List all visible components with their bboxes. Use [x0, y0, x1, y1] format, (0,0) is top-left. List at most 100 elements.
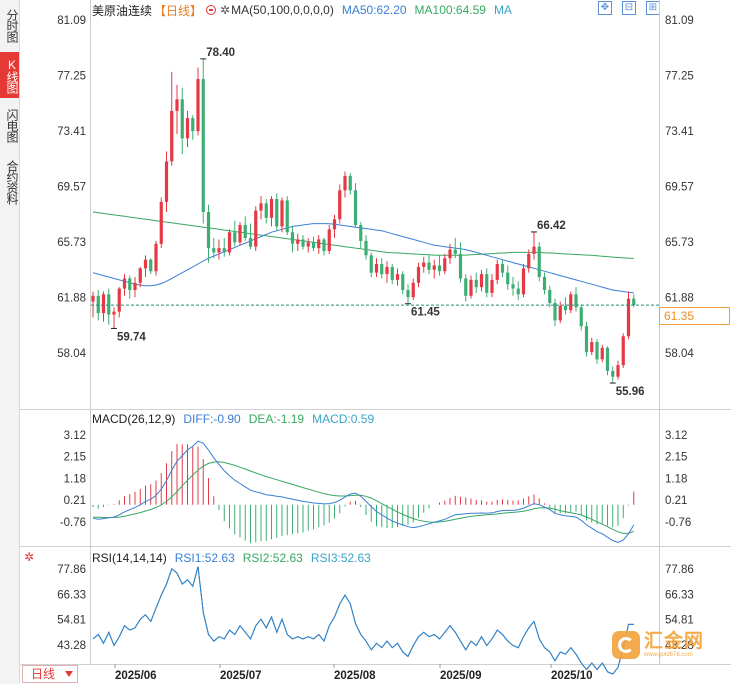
macd-tick-right: 1.18 [665, 473, 687, 485]
candle-body [159, 201, 163, 244]
logo-text: 汇金网 [644, 630, 705, 652]
candle-body [175, 99, 179, 111]
candle-body [495, 264, 499, 280]
candle-body [191, 118, 195, 132]
macd-tick-right: 3.12 [665, 430, 687, 442]
price-tick-right: 65.73 [665, 237, 694, 249]
rsi-line [92, 566, 634, 675]
macd-tick-left: 3.12 [64, 430, 86, 442]
zoom-out-icon[interactable]: ⊟ [622, 1, 636, 15]
candle-body [227, 232, 232, 253]
candle-body [201, 79, 205, 212]
candle-body [285, 200, 289, 233]
candle-body [117, 288, 121, 312]
rsi2-value: RSI2:52.63 [242, 551, 303, 565]
candle-body [427, 262, 431, 270]
candle-body [327, 229, 331, 252]
candle-body [338, 190, 342, 220]
candle-body [490, 279, 494, 293]
rsi-settings-icon[interactable]: ✲ [24, 550, 35, 564]
tab-intraday[interactable]: 分时图 [5, 8, 19, 42]
candle-body [317, 239, 321, 249]
candle-body [238, 225, 242, 243]
candle-body [133, 282, 137, 291]
candle-body [474, 279, 478, 288]
candle-body [296, 239, 300, 244]
rsi-line [92, 566, 634, 675]
candle-body [437, 265, 442, 272]
candle-body [206, 211, 211, 249]
macd-tick-right: -0.76 [665, 517, 691, 529]
macd-tick-left: 0.21 [64, 495, 86, 507]
rsi-header: RSI(14,14,14) RSI1:52.63 RSI2:52.63 RSI3… [92, 551, 371, 565]
candle-body [411, 282, 415, 298]
tab-kline[interactable]: K线图 [0, 52, 19, 98]
tab-flash[interactable]: 闪电图 [5, 108, 19, 142]
move-icon[interactable]: ✥ [598, 1, 612, 15]
candle-body [290, 232, 295, 244]
candle-body [448, 249, 452, 259]
candle-body [364, 240, 368, 256]
gear-icon[interactable]: ✲ [220, 3, 231, 17]
macd-dea-line [92, 461, 634, 534]
price-tick-left: 61.88 [57, 293, 86, 305]
macd-header: MACD(26,12,9) DIFF:-0.90 DEA:-1.19 MACD:… [92, 412, 374, 426]
price-tick-right: 58.04 [665, 348, 694, 360]
rsi3-value: RSI3:52.63 [310, 551, 371, 565]
minus-circle-icon[interactable] [206, 5, 217, 15]
macd-dea-value: DEA:-1.19 [248, 412, 305, 426]
candle-body [521, 268, 526, 295]
candle-body [590, 342, 594, 353]
ma50-value: MA50:62.20 [341, 3, 407, 17]
macd-bar-value: MACD:0.59 [312, 412, 375, 426]
extreme-label: 55.96 [616, 386, 645, 398]
macd-diff-line [92, 440, 635, 543]
candle-body [464, 278, 468, 296]
period-label[interactable]: 【日线】 [154, 3, 203, 18]
candle-body [558, 305, 562, 321]
candle-body [154, 243, 158, 272]
logo-url: www.gold678.com [644, 651, 693, 658]
period-dropdown-label: 日线 [31, 667, 56, 681]
date-tick-label: 2025/09 [440, 670, 482, 682]
candle-body [212, 248, 216, 253]
candle-body [574, 294, 578, 308]
candle-body [259, 203, 263, 211]
candle-body [306, 242, 310, 247]
candle-body [112, 311, 116, 315]
candle-body [233, 232, 237, 243]
date-tick-label: 2025/08 [334, 670, 376, 682]
candle-body [149, 259, 153, 272]
candle-body [96, 295, 100, 314]
candle-body [469, 279, 473, 296]
candle-body [369, 255, 373, 273]
candle-body [626, 298, 631, 337]
price-tick-left: 73.41 [57, 126, 86, 138]
candle-body [222, 248, 226, 253]
candle-body [595, 342, 599, 360]
price-header: 美原油连续 【日线】 ✲ MA(50,100,0,0,0,0) MA50:62.… [92, 2, 512, 18]
candle-body [196, 79, 200, 132]
candle-body [532, 246, 536, 254]
candle-body [443, 258, 447, 272]
macd-tick-left: 1.18 [64, 473, 86, 485]
tab-contract-info[interactable]: 合约资料 [5, 160, 19, 204]
candle-body [170, 110, 174, 162]
rsi-tick-left: 43.28 [57, 640, 86, 652]
candle-body [332, 219, 337, 230]
candle-body [485, 274, 489, 293]
candle-body [374, 264, 379, 273]
rsi-params: RSI(14,14,14) [92, 551, 167, 565]
candle-body [243, 225, 247, 239]
macd-diff-value: DIFF:-0.90 [183, 412, 241, 426]
candle-body [579, 307, 583, 327]
candle-body [301, 239, 305, 247]
price-tick-right: 81.09 [665, 15, 694, 27]
candle-body [390, 266, 394, 280]
candle-body [395, 274, 400, 280]
candle-body [569, 294, 573, 311]
candle-body [264, 203, 268, 218]
period-dropdown[interactable]: 日线 [22, 665, 78, 683]
candle-body [254, 210, 258, 247]
